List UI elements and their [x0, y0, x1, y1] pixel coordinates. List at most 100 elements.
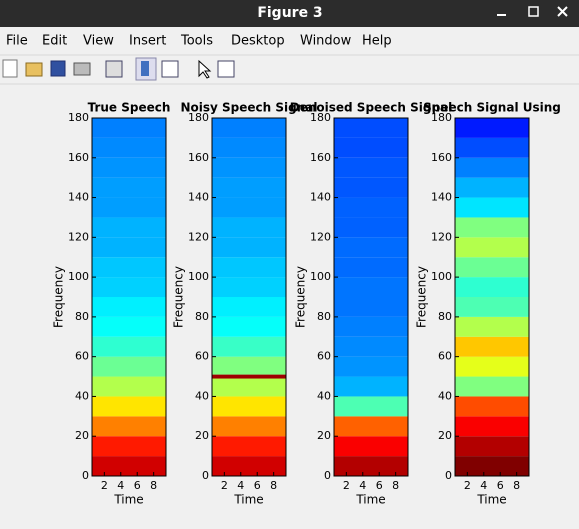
- x-tick-label: 2: [343, 479, 350, 492]
- heatmap-band: [334, 416, 408, 437]
- heatmap-band: [455, 177, 529, 198]
- heatmap-band: [212, 316, 286, 337]
- heatmap-band: [212, 197, 286, 218]
- heatmap-band: [455, 336, 529, 357]
- y-tick-label: 0: [82, 469, 89, 482]
- heatmap-band: [455, 118, 529, 138]
- heatmap-band: [455, 137, 529, 158]
- y-tick-label: 120: [310, 230, 331, 243]
- heatmap-band: [92, 118, 166, 138]
- y-tick-label: 80: [195, 310, 209, 323]
- y-tick-label: 40: [75, 389, 89, 402]
- property-icon[interactable]: [217, 60, 235, 78]
- heatmap-band: [455, 376, 529, 397]
- heatmap-band: [455, 436, 529, 457]
- pointer-icon[interactable]: [198, 59, 212, 79]
- subplot-title: Speech Signal Using: [423, 101, 561, 115]
- x-tick-label: 6: [497, 479, 504, 492]
- x-tick-label: 6: [254, 479, 261, 492]
- heatmap-band: [212, 137, 286, 158]
- subplot-title: Noisy Speech Signal: [181, 101, 318, 115]
- heatmap-band: [92, 217, 166, 238]
- x-axis-label: Time: [476, 493, 506, 507]
- heatmap-band: [92, 257, 166, 278]
- heatmap-band: [455, 356, 529, 377]
- heatmap-band: [92, 396, 166, 417]
- new-icon[interactable]: [2, 59, 18, 78]
- legend-icon[interactable]: [161, 60, 179, 78]
- x-tick-label: 8: [150, 479, 157, 492]
- subplot: 0 20 40 60 80 100 120 140 160 180 2 4 6 8 Time Frequenc…: [415, 101, 561, 507]
- heatmap-band: [334, 237, 408, 258]
- toolbar: [2, 57, 235, 81]
- subplot: 0 20 40 60 80 100 120 140 160 180 2 4 6 8 Time Frequenc…: [290, 101, 453, 507]
- x-tick-label: 6: [376, 479, 383, 492]
- title-bar: [0, 0, 579, 27]
- y-tick-label: 100: [188, 270, 209, 283]
- heatmap-band: [455, 237, 529, 258]
- heatmap-band: [92, 376, 166, 397]
- heatmap-band: [334, 118, 408, 138]
- print-icon[interactable]: [73, 62, 91, 76]
- y-axis-label: Frequency: [294, 266, 308, 328]
- maximize-button[interactable]: [528, 6, 539, 17]
- close-button[interactable]: [557, 6, 568, 17]
- heatmap-band: [455, 456, 529, 476]
- x-tick-label: 8: [270, 479, 277, 492]
- y-axis-label: Frequency: [415, 266, 429, 328]
- heatmap-band: [334, 177, 408, 198]
- heatmap-band: [334, 356, 408, 377]
- x-tick-label: 2: [101, 479, 108, 492]
- heatmap-band: [212, 396, 286, 417]
- menu-item[interactable]: View: [83, 34, 114, 49]
- heatmap-band: [212, 237, 286, 258]
- y-tick-label: 160: [431, 151, 452, 164]
- y-tick-label: 20: [75, 429, 89, 442]
- heatmap-band: [92, 356, 166, 377]
- heatmap-band: [92, 297, 166, 317]
- y-tick-label: 40: [195, 389, 209, 402]
- x-tick-label: 4: [117, 479, 124, 492]
- heatmap-band: [92, 157, 166, 178]
- x-axis-label: Time: [355, 493, 385, 507]
- heatmap-band: [455, 396, 529, 417]
- heatmap-band: [455, 197, 529, 218]
- menu-item[interactable]: Window: [300, 34, 352, 49]
- menu-item[interactable]: File: [6, 34, 28, 49]
- x-tick-label: 2: [221, 479, 228, 492]
- save-icon[interactable]: [50, 60, 66, 77]
- y-tick-label: 120: [431, 230, 452, 243]
- heatmap-band: [92, 197, 166, 218]
- menu-item[interactable]: Help: [362, 34, 392, 49]
- y-tick-label: 0: [445, 469, 452, 482]
- y-tick-label: 100: [68, 270, 89, 283]
- heatmap-band: [334, 257, 408, 278]
- x-tick-label: 4: [237, 479, 244, 492]
- menu-item[interactable]: Tools: [180, 34, 213, 49]
- heatmap-band: [212, 374, 286, 379]
- heatmap-band: [334, 396, 408, 417]
- y-tick-label: 60: [438, 350, 452, 363]
- menu-item[interactable]: Desktop: [231, 34, 285, 49]
- x-tick-label: 2: [464, 479, 471, 492]
- subplot: 0 20 40 60 80 100 120 140 160 180 2 4 6 8 Time Frequenc…: [52, 101, 171, 507]
- y-tick-label: 60: [75, 350, 89, 363]
- heatmap-band: [92, 277, 166, 297]
- x-axis-label: Time: [113, 493, 143, 507]
- heatmap-band: [212, 118, 286, 138]
- link-icon[interactable]: [105, 60, 123, 78]
- menu-item[interactable]: Edit: [42, 34, 67, 49]
- y-tick-label: 20: [438, 429, 452, 442]
- y-tick-label: 80: [317, 310, 331, 323]
- subplot-title: True Speech: [88, 101, 171, 115]
- open-icon[interactable]: [25, 62, 43, 77]
- heatmap-band: [212, 416, 286, 437]
- x-tick-label: 8: [513, 479, 520, 492]
- heatmap-band: [334, 436, 408, 457]
- heatmap-band: [92, 137, 166, 158]
- menu-item[interactable]: Insert: [129, 34, 166, 49]
- y-tick-label: 160: [68, 151, 89, 164]
- heatmap-band: [92, 336, 166, 357]
- y-tick-label: 140: [431, 191, 452, 204]
- heatmap-band: [455, 257, 529, 278]
